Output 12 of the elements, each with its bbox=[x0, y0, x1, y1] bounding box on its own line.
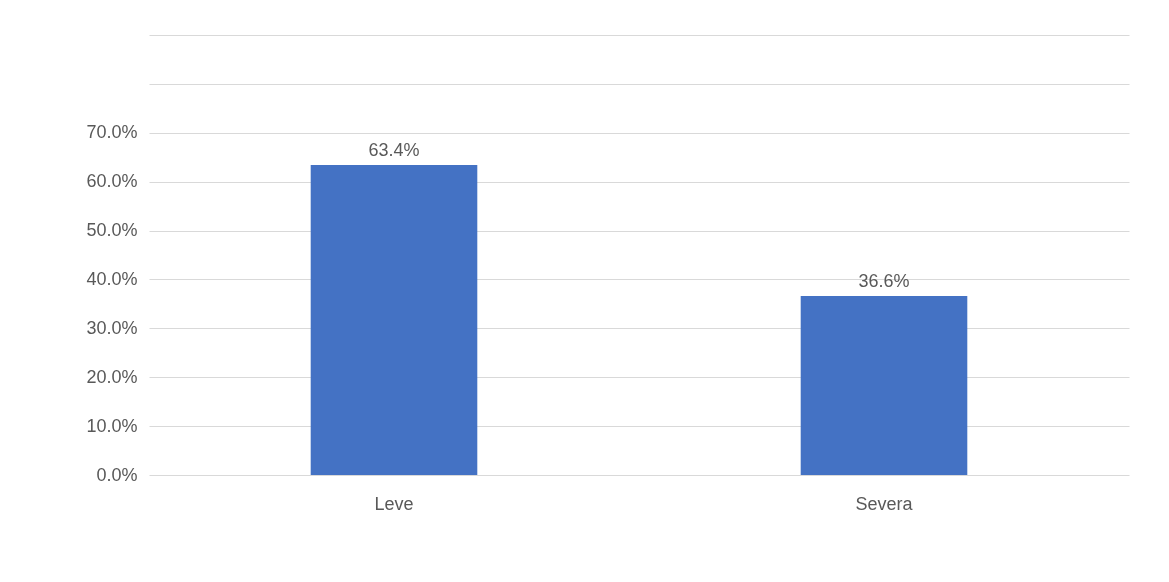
data-label: 63.4% bbox=[368, 140, 420, 161]
y-tick-label: 50.0% bbox=[86, 220, 138, 241]
x-tick-label: Severa bbox=[855, 493, 914, 514]
y-tick-label: 10.0% bbox=[86, 415, 138, 436]
y-tick-label: 30.0% bbox=[86, 317, 138, 338]
y-tick-label: 60.0% bbox=[86, 171, 138, 192]
y-tick-label: 20.0% bbox=[86, 366, 138, 387]
x-tick-label: Leve bbox=[374, 493, 414, 514]
data-label: 36.6% bbox=[858, 271, 910, 292]
y-tick-label: 0.0% bbox=[96, 464, 138, 485]
y-tick-label: 70.0% bbox=[86, 122, 138, 143]
y-tick-label: 40.0% bbox=[86, 268, 138, 289]
